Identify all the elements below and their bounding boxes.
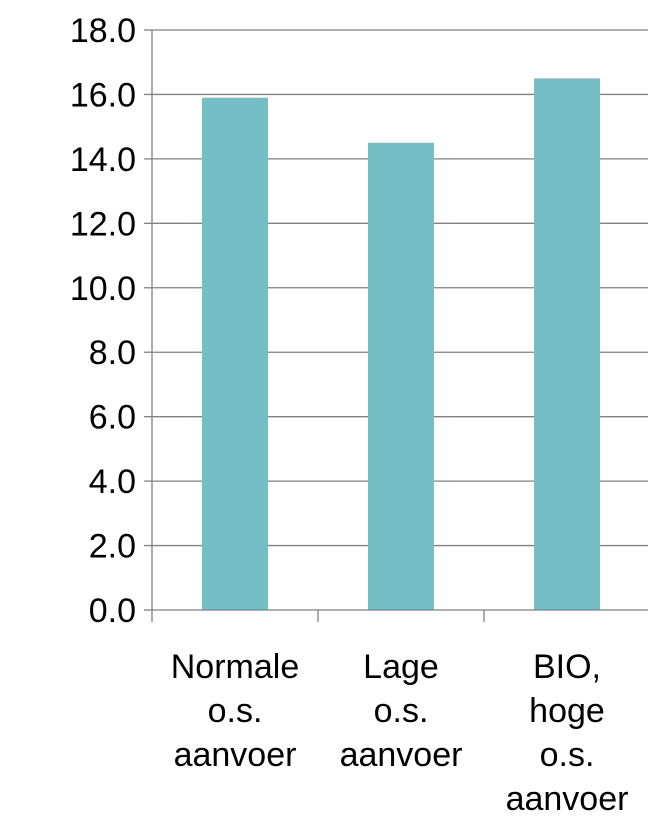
bar [534,78,600,611]
x-tick-label: Lage o.s. aanvoer [340,648,463,774]
y-tick-label: 6.0 [89,399,136,437]
x-tick-label-line: aanvoer [174,736,297,774]
y-tick-label: 16.0 [70,76,136,114]
x-axis-tick-labels: Normale o.s. aanvoer Lage o.s. aanvoer BIO, hog… [171,648,629,818]
bar [368,142,434,610]
y-tick-label: 14.0 [70,141,136,179]
y-tick-label: 18.0 [70,12,136,50]
y-tick-label: 8.0 [89,334,136,372]
x-tick-label-line: hoge [529,692,605,730]
y-tick-label: 2.0 [89,528,136,566]
y-tick-label: 12.0 [70,205,136,243]
x-tick-label: BIO, hoge o.s. aanvoer [506,648,629,818]
x-tick-label-line: Normale [171,648,299,686]
x-tick-label-line: BIO, [533,648,601,686]
x-tick-label: Normale o.s. aanvoer [171,648,299,774]
y-tick-label: 4.0 [89,463,136,501]
x-tick-label-line: o.s. [208,692,263,730]
x-tick-label-line: Lage [363,648,439,686]
x-tick-label-line: aanvoer [506,780,629,818]
bars [202,78,600,611]
bar [202,97,268,610]
x-tick-label-line: o.s. [374,692,429,730]
y-tick-label: 10.0 [70,270,136,308]
x-tick-label-line: aanvoer [340,736,463,774]
y-tick-label: 0.0 [89,592,136,630]
x-tick-label-line: o.s. [540,736,595,774]
y-axis-tick-labels: 0.0 2.0 4.0 6.0 8.0 10.0 12.0 14.0 16.0 18.0 [70,12,136,630]
axes [144,29,648,622]
